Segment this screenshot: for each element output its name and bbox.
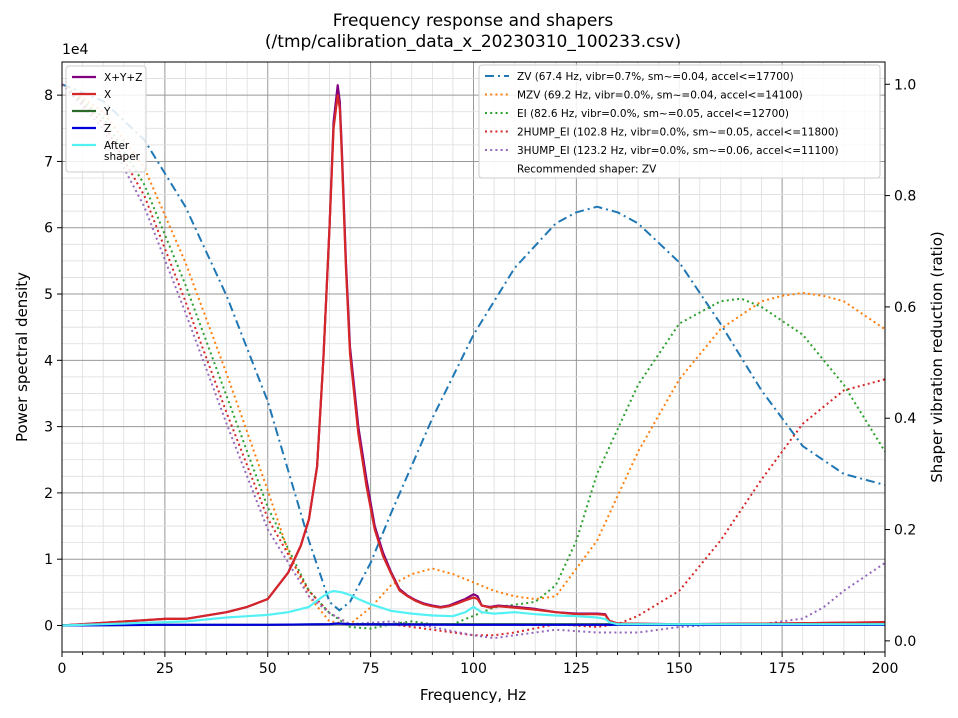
- x-tick-label: 0: [58, 661, 67, 677]
- y-tick-label: 2: [44, 486, 53, 502]
- legend-label: Y: [103, 106, 111, 118]
- y-scale-label: 1e4: [62, 42, 89, 58]
- x-tick-label: 50: [259, 661, 277, 677]
- legend-label: Z: [104, 123, 111, 135]
- y-tick-label: 0: [44, 618, 53, 634]
- y2-axis-label: Shaper vibration reduction (ratio): [928, 231, 946, 482]
- legend-label: 2HUMP_EI (102.8 Hz, vibr=0.0%, sm~=0.05,…: [517, 127, 839, 139]
- legend-label: X: [104, 89, 111, 101]
- y-tick-label: 7: [44, 154, 53, 170]
- axes: 0 25 50 75 100 125 150 175 200 0 1 2 3 4 5 6 7 8 0.0 0.2 0.4…: [44, 77, 916, 677]
- psd-line: [61, 589, 885, 627]
- y-tick-label: 6: [44, 221, 53, 237]
- shaper-line: [61, 83, 886, 626]
- x-tick-label: 100: [460, 661, 487, 677]
- y2-tick-label: 0.4: [894, 411, 916, 427]
- y-tick-label: 5: [44, 287, 53, 303]
- y-axis-label: Power spectral density: [13, 272, 31, 442]
- y2-tick-label: 0.6: [894, 300, 916, 316]
- y-tick-label: 4: [44, 353, 53, 369]
- x-tick-label: 175: [769, 661, 796, 677]
- legend-label: EI (82.6 Hz, vibr=0.0%, sm~=0.05, accel<…: [517, 108, 789, 120]
- shaper-line: [61, 83, 886, 640]
- psd-lines: [61, 84, 886, 627]
- y-tick-label: 8: [44, 88, 53, 104]
- chart-subtitle: (/tmp/calibration_data_x_20230310_100233…: [265, 32, 681, 52]
- x-tick-label: 200: [872, 661, 899, 677]
- grid: [62, 62, 885, 652]
- legend-box: [478, 64, 881, 179]
- shaper-lines: [61, 83, 886, 640]
- shaper-line: [61, 83, 886, 630]
- recommended-shaper-label: Recommended shaper: ZV: [517, 164, 657, 176]
- x-tick-label: 25: [156, 661, 174, 677]
- y2-tick-label: 1.0: [894, 77, 916, 93]
- legend-label: MZV (69.2 Hz, vibr=0.0%, sm~=0.04, accel…: [517, 90, 803, 102]
- legend-label: After: [104, 140, 130, 152]
- shaper-line: [61, 83, 886, 612]
- chart-title: Frequency response and shapers: [333, 11, 614, 31]
- y-tick-label: 3: [44, 420, 53, 436]
- legend-label: ZV (67.4 Hz, vibr=0.7%, sm~=0.04, accel<…: [517, 71, 794, 83]
- y2-tick-label: 0.8: [894, 189, 916, 205]
- x-tick-label: 125: [563, 661, 590, 677]
- x-tick-label: 75: [362, 661, 380, 677]
- y-tick-label: 1: [44, 552, 53, 568]
- legend-label: shaper: [104, 151, 141, 163]
- psd-line: [61, 93, 886, 627]
- x-axis-label: Frequency, Hz: [420, 686, 526, 704]
- y2-tick-label: 0.0: [894, 634, 916, 650]
- x-tick-label: 150: [666, 661, 693, 677]
- legend-label: X+Y+Z: [104, 72, 142, 84]
- legend-label: 3HUMP_EI (123.2 Hz, vibr=0.0%, sm~=0.06,…: [517, 145, 839, 157]
- legend-shapers: ZV (67.4 Hz, vibr=0.7%, sm~=0.04, accel<…: [478, 64, 881, 179]
- y2-tick-label: 0.2: [894, 523, 916, 539]
